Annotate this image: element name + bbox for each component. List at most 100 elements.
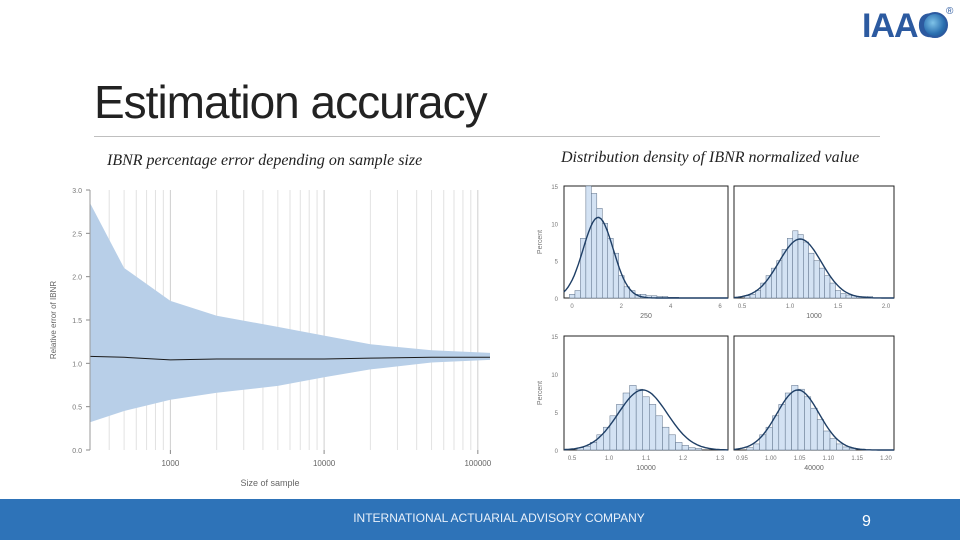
title-divider [94, 136, 880, 137]
histogram-bar [752, 443, 760, 451]
x-tick-label: 1.15 [851, 456, 863, 462]
x-tick-label: 1.0 [786, 304, 795, 310]
histogram-bar [574, 290, 581, 299]
histogram-bar [810, 407, 818, 451]
histogram-bar [569, 294, 576, 299]
histogram-bar [585, 185, 592, 299]
y-tick-label: 10 [551, 222, 558, 228]
x-tick-label: 1.2 [679, 456, 688, 462]
y-tick-label: 15 [551, 335, 558, 341]
histogram-bar [778, 404, 786, 451]
globe-icon [922, 12, 948, 38]
histogram-bar [808, 252, 815, 299]
histogram-bar [746, 447, 754, 451]
histogram-bar [829, 438, 837, 451]
histogram-bar [688, 447, 696, 451]
density-curve [733, 389, 894, 451]
density-curve [563, 389, 729, 451]
histogram-bar [845, 294, 852, 299]
histogram-bar [813, 260, 820, 299]
histogram-bar [804, 396, 812, 451]
histogram-bar [803, 241, 809, 299]
page-title: Estimation accuracy [94, 76, 488, 128]
histogram-bar [823, 430, 831, 451]
x-tick-label: 1.3 [716, 456, 725, 462]
histogram-bar [668, 434, 676, 451]
density-curve [563, 216, 728, 299]
histogram-bar [816, 419, 824, 451]
histogram-bar [829, 282, 836, 299]
panel-label: 10000 [636, 465, 656, 472]
histogram-bar [824, 275, 831, 299]
y-tick-label: 5 [555, 260, 559, 266]
x-tick-label: 1.0 [605, 456, 614, 462]
y-tick-label: 0 [555, 449, 559, 455]
x-tick-label: 1.5 [834, 304, 843, 310]
histogram-bar [791, 385, 799, 451]
page-number: 9 [862, 513, 871, 530]
error-band [90, 203, 490, 423]
histogram-bar [776, 260, 783, 299]
x-tick-label: 1.05 [794, 456, 806, 462]
y-tick-label: 10 [551, 373, 558, 379]
x-tick-label: 4 [669, 304, 673, 310]
y-axis-label: Relative error of IBNR [49, 281, 58, 359]
histogram-bar [797, 234, 804, 299]
panel-label: 1000 [806, 313, 822, 320]
x-tick-label: 1.10 [823, 456, 835, 462]
histogram-bar [840, 293, 847, 299]
histogram-bar [655, 415, 663, 451]
iaac-logo: IAAC ® [862, 6, 954, 46]
x-tick-label: 100000 [464, 459, 491, 468]
registered-mark: ® [946, 6, 954, 17]
y-axis-label: Percent [537, 381, 544, 405]
histogram-bar [591, 193, 598, 299]
histogram-bar [681, 445, 689, 451]
histogram-bar [784, 392, 792, 451]
histogram-bar [836, 443, 844, 451]
x-tick-label: 6 [718, 304, 722, 310]
x-tick-label: 2 [620, 304, 624, 310]
histogram-bar [649, 404, 657, 451]
footer-company: INTERNATIONAL ACTUARIAL ADVISORY COMPANY [353, 511, 645, 525]
x-tick-label: 10000 [313, 459, 336, 468]
histogram-bar [819, 267, 825, 299]
histogram-bar [603, 426, 611, 451]
right-chart-subtitle: Distribution density of IBNR normalized … [561, 149, 860, 166]
histogram-bar [842, 446, 850, 451]
y-tick-label: 2.5 [72, 231, 82, 238]
y-tick-label: 0.5 [72, 405, 82, 412]
histogram-bar [596, 208, 603, 299]
histogram-bar [797, 388, 805, 451]
x-tick-label: 1.20 [880, 456, 892, 462]
density-curve [733, 238, 894, 299]
y-tick-label: 0.0 [72, 448, 82, 455]
panel-label: 40000 [804, 465, 824, 472]
histogram-bar [749, 294, 756, 299]
histogram-bar [642, 396, 650, 451]
x-axis-label: Size of sample [240, 478, 299, 488]
x-tick-label: 0.5 [568, 456, 577, 462]
y-tick-label: 1.0 [72, 361, 82, 368]
left-chart-subtitle: IBNR percentage error depending on sampl… [107, 152, 423, 169]
x-tick-label: 1000 [161, 459, 179, 468]
x-tick-label: 0 [570, 304, 574, 310]
median-line [89, 355, 490, 361]
x-tick-label: 0.95 [736, 456, 748, 462]
relative-error-chart: 0.0 0.5 1.0 1.5 2.0 2.5 3.0 1000 10000 100000 Size… [49, 188, 492, 488]
footer-bar: INTERNATIONAL ACTUARIAL ADVISORY COMPANY… [0, 499, 960, 540]
x-tick-label: 0.5 [738, 304, 747, 310]
y-tick-label: 0 [555, 297, 559, 303]
histogram-bar [675, 442, 683, 451]
y-tick-label: 2.0 [72, 275, 82, 282]
x-tick-label: 2.0 [882, 304, 891, 310]
y-axis-label: Percent [537, 230, 544, 254]
x-tick-label: 1.00 [765, 456, 777, 462]
histogram-bar [602, 223, 608, 299]
y-tick-label: 3.0 [72, 188, 82, 195]
y-tick-label: 1.5 [72, 318, 82, 325]
y-tick-label: 5 [555, 411, 559, 417]
x-tick-label: 1.1 [642, 456, 651, 462]
histogram-bar [835, 290, 841, 299]
